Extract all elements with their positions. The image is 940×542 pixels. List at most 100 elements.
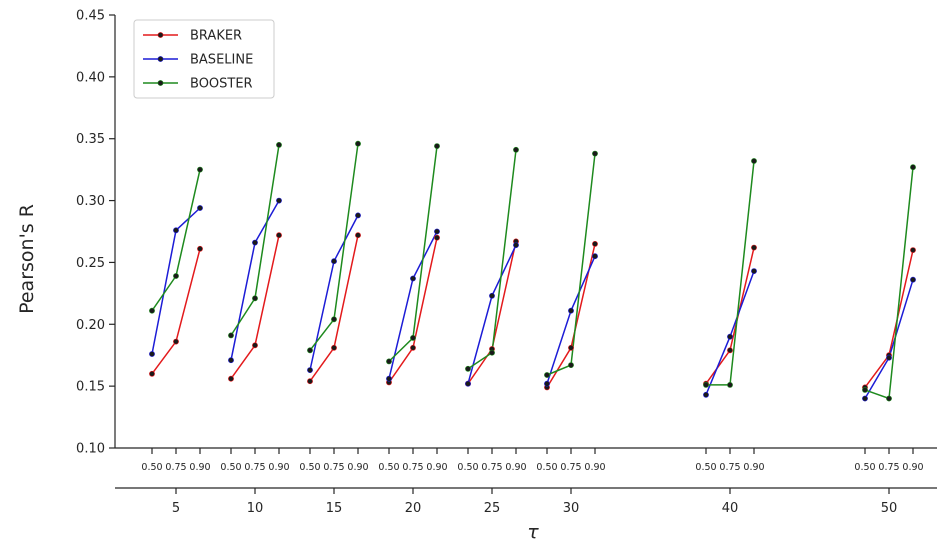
series-line-booster — [388, 146, 438, 362]
series-line-braker — [388, 237, 438, 383]
data-point-baseline — [386, 375, 392, 382]
y-tick-label: 0.25 — [76, 256, 105, 271]
x-axis-quantiles: 0.50 0.75 0.90 0.50 0.75 0.90 0.50 0.75 0.90 0.50… — [115, 447, 937, 473]
data-point-braker — [434, 234, 440, 241]
data-point-braker — [307, 378, 313, 385]
data-point-booster — [355, 140, 361, 147]
data-point-braker — [197, 245, 203, 252]
y-tick-label: 0.40 — [76, 70, 105, 85]
data-point-braker — [410, 344, 416, 351]
data-point-baseline — [228, 357, 234, 364]
series-line-braker — [309, 235, 359, 382]
quantile-tick-label: 0.90 — [347, 462, 368, 473]
data-point-baseline — [252, 239, 258, 246]
series-line-booster — [151, 169, 201, 312]
data-point-booster — [228, 332, 234, 339]
data-point-braker — [228, 375, 234, 382]
legend-marker-baseline — [157, 56, 164, 62]
data-point-booster — [886, 395, 892, 402]
tau-tick-label: 50 — [881, 501, 898, 516]
y-tick-label: 0.35 — [76, 132, 105, 147]
legend-marker-braker — [157, 32, 164, 38]
data-point-booster — [331, 316, 337, 323]
quantile-tick-label: 0.50 — [695, 462, 716, 473]
series-line-baseline — [388, 231, 438, 379]
y-axis-title: Pearson's R — [16, 204, 38, 314]
quantile-tick-label: 0.90 — [426, 462, 447, 473]
legend-label-baseline: BASELINE — [190, 53, 253, 68]
data-point-baseline — [592, 253, 598, 260]
data-point-booster — [568, 362, 574, 368]
data-point-braker — [751, 244, 757, 251]
legend-box — [133, 19, 275, 99]
data-point-booster — [703, 381, 709, 388]
plot-series — [149, 140, 916, 402]
data-point-booster — [465, 365, 471, 372]
quantile-tick-label: 0.75 — [878, 462, 899, 473]
series-line-braker — [467, 241, 517, 385]
data-point-braker — [276, 232, 282, 239]
data-point-braker — [173, 338, 179, 345]
data-point-baseline — [355, 212, 361, 219]
quantile-tick-label: 0.50 — [854, 462, 875, 473]
y-tick-label: 0.15 — [76, 380, 105, 395]
series-line-braker — [705, 247, 755, 385]
data-point-booster — [149, 307, 155, 314]
data-point-baseline — [751, 268, 757, 274]
data-point-braker — [568, 344, 574, 351]
data-point-baseline — [173, 227, 179, 234]
data-point-baseline — [149, 351, 155, 357]
quantile-tick-label: 0.75 — [402, 462, 423, 473]
data-point-booster — [197, 166, 203, 173]
y-tick-label: 0.20 — [76, 318, 105, 333]
data-point-baseline — [331, 258, 337, 265]
quantile-tick-label: 0.90 — [743, 462, 764, 473]
quantile-tick-label: 0.90 — [584, 462, 605, 473]
quantile-tick-label: 0.75 — [560, 462, 581, 473]
data-point-baseline — [307, 367, 313, 373]
quantile-tick-label: 0.50 — [378, 462, 399, 473]
data-point-booster — [386, 358, 392, 365]
data-point-braker — [331, 344, 337, 351]
quantile-tick-label: 0.50 — [457, 462, 478, 473]
quantile-tick-label: 0.90 — [902, 462, 923, 473]
legend-marker-booster — [157, 80, 164, 86]
data-point-booster — [862, 386, 868, 393]
series-line-braker — [230, 235, 280, 380]
series-line-baseline — [467, 244, 517, 384]
data-point-braker — [592, 240, 598, 247]
data-point-booster — [307, 347, 313, 354]
series-line-baseline — [705, 270, 755, 396]
data-point-baseline — [197, 205, 203, 211]
data-point-booster — [544, 372, 550, 378]
data-point-booster — [434, 143, 440, 149]
series-line-baseline — [230, 200, 280, 361]
quantile-tick-label: 0.50 — [141, 462, 162, 473]
data-point-booster — [173, 273, 179, 279]
quantile-tick-label: 0.75 — [165, 462, 186, 473]
y-axis: 0.10 0.15 0.20 0.25 0.30 0.35 0.40 0.45 — [76, 9, 116, 457]
quantile-tick-label: 0.75 — [719, 462, 740, 473]
series-line-braker — [151, 248, 201, 375]
data-point-baseline — [544, 380, 550, 387]
data-point-baseline — [489, 292, 495, 299]
data-point-booster — [592, 150, 598, 157]
y-tick-label: 0.45 — [76, 9, 105, 24]
data-point-baseline — [886, 354, 892, 361]
data-point-baseline — [568, 307, 574, 314]
data-point-braker — [727, 347, 733, 354]
data-point-baseline — [276, 197, 282, 204]
legend-label-braker: BRAKER — [190, 29, 242, 44]
data-point-booster — [727, 381, 733, 388]
data-point-booster — [276, 141, 282, 148]
tau-tick-label: 20 — [405, 501, 422, 516]
series-line-braker — [864, 249, 914, 388]
quantile-tick-label: 0.75 — [244, 462, 265, 473]
legend: BRAKER BASELINE BOOSTER — [133, 19, 275, 99]
data-point-booster — [410, 334, 416, 341]
quantile-tick-label: 0.75 — [481, 462, 502, 473]
y-tick-label: 0.30 — [76, 194, 105, 209]
data-point-braker — [149, 370, 155, 377]
tau-tick-label: 25 — [484, 501, 501, 516]
